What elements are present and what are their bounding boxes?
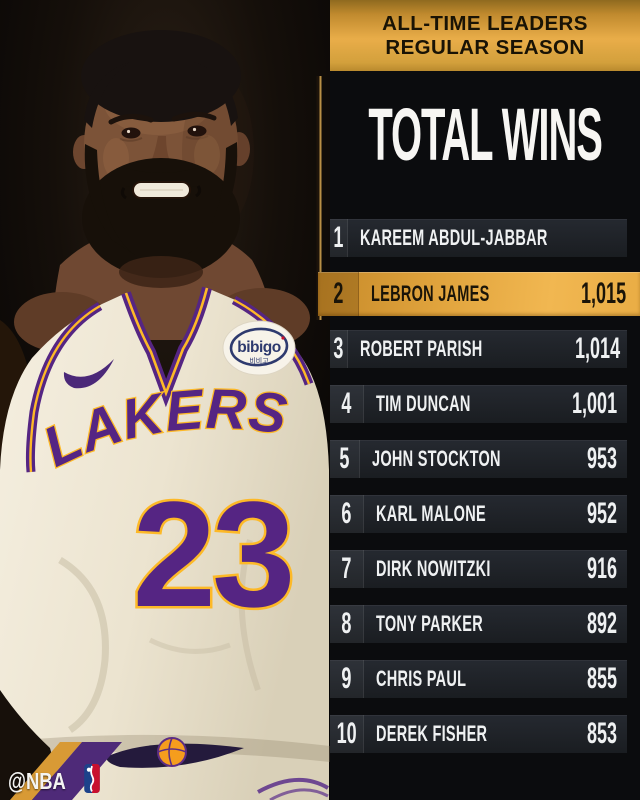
- rank-cell: 6: [330, 495, 364, 533]
- wins-value: 916: [586, 552, 617, 585]
- wins-value: 952: [586, 497, 617, 530]
- wins-value: 855: [586, 662, 617, 695]
- leaderboard-row-9: 9 CHRIS PAUL 855: [330, 660, 627, 698]
- lebron-photo: LAKERS 23 bibigo 비비고: [0, 0, 330, 800]
- eyebrow: [171, 111, 217, 122]
- sponsor-text: bibigo: [237, 339, 281, 356]
- leaderboard-row-4: 4 TIM DUNCAN 1,001: [330, 385, 627, 423]
- beard: [82, 142, 240, 278]
- wins-value: 1,001: [571, 387, 617, 420]
- player-name: JOHN STOCKTON: [371, 446, 501, 471]
- player-name: DEREK FISHER: [376, 721, 488, 746]
- rank-cell: 8: [330, 605, 364, 643]
- wins-value: 1,014: [575, 332, 621, 365]
- shorts: [0, 690, 330, 800]
- sponsor-subtext: 비비고: [249, 356, 269, 365]
- lakers-ball-logo: [157, 737, 187, 767]
- rank-cell: 3: [330, 330, 348, 368]
- nba-handle: @NBA: [8, 768, 66, 794]
- nba-logo-icon: [84, 764, 101, 793]
- player-name: TONY PARKER: [376, 611, 483, 636]
- leaderboard-row-1: 1 KAREEM ABDUL-JABBAR 1,074: [330, 219, 627, 257]
- header-line2: REGULAR SEASON: [385, 35, 585, 59]
- leaderboard-row-6: 6 KARL MALONE 952: [330, 495, 627, 533]
- leaderboard-row-8: 8 TONY PARKER 892: [330, 605, 627, 643]
- hair: [81, 30, 241, 122]
- player-name: DIRK NOWITZKI: [376, 556, 491, 581]
- jersey: LAKERS 23 bibigo 비비고: [0, 286, 329, 800]
- player-name: KAREEM ABDUL-JABBAR: [359, 225, 548, 250]
- leaderboard-row-2-highlighted: 2 LEBRON JAMES 1,015: [318, 272, 640, 316]
- rank-cell: 9: [330, 660, 364, 698]
- swoosh-icon: [63, 359, 114, 389]
- neck-shadow: [119, 256, 203, 288]
- rank-cell: 7: [330, 550, 364, 588]
- leaderboard-row-10: 10 DEREK FISHER 853: [330, 715, 627, 753]
- eyes: [119, 125, 209, 142]
- leaderboard-row-5: 5 JOHN STOCKTON 953: [330, 440, 627, 478]
- player-name: TIM DUNCAN: [376, 391, 471, 416]
- shorts-purple-stripe: [32, 742, 122, 800]
- wins-value: 853: [586, 717, 617, 750]
- player-name: CHRIS PAUL: [376, 666, 467, 691]
- leaderboard-row-3: 3 ROBERT PARISH 1,014: [330, 330, 627, 368]
- stat-title: TOTAL WINS: [368, 92, 602, 176]
- header-line1: ALL-TIME LEADERS: [382, 11, 588, 35]
- panel-header: ALL-TIME LEADERS REGULAR SEASON: [330, 0, 640, 71]
- rank-cell: 2: [318, 272, 360, 316]
- wins-value: 953: [586, 442, 617, 475]
- leaderboard-row-7: 7 DIRK NOWITZKI 916: [330, 550, 627, 588]
- player-name: LEBRON JAMES: [371, 281, 490, 306]
- eyebrow: [108, 114, 154, 125]
- sponsor-patch: bibigo 비비고: [222, 320, 296, 376]
- rank-cell: 5: [330, 440, 360, 478]
- face: [73, 30, 254, 288]
- rank-cell: 10: [330, 715, 364, 753]
- rank-cell: 1: [330, 219, 348, 257]
- leaderboard: 1 KAREEM ABDUL-JABBAR 1,074 2 LEBRON JAM…: [318, 219, 640, 770]
- player-name: ROBERT PARISH: [359, 336, 483, 361]
- wins-value: 1,015: [580, 277, 626, 310]
- watermark: @NBA: [8, 764, 101, 794]
- shorts-gold-stripe: [10, 742, 82, 800]
- player-name: KARL MALONE: [376, 501, 486, 526]
- jersey-number-text: 23: [133, 470, 292, 638]
- wins-value: 892: [586, 607, 617, 640]
- rank-cell: 4: [330, 385, 364, 423]
